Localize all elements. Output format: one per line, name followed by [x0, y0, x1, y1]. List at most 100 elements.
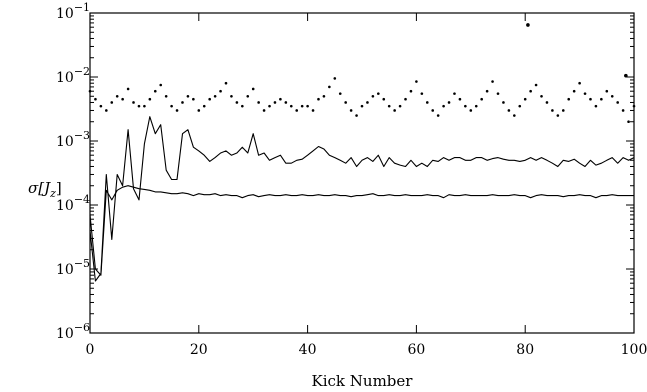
series-1-point: [529, 89, 532, 93]
series-1-point: [94, 97, 97, 101]
series-1-point: [393, 109, 396, 112]
series-1-point: [366, 101, 369, 104]
series-1-point: [262, 109, 266, 112]
series-1-point: [284, 101, 288, 104]
series-1-point: [148, 97, 152, 101]
series-1-point: [572, 89, 576, 93]
series-1-point: [230, 94, 233, 98]
series-1-point: [110, 101, 114, 104]
series-1-point: [578, 81, 581, 85]
series-1-point: [518, 104, 522, 108]
y-axis-title-close: ]: [56, 179, 62, 197]
series-1-point: [88, 89, 92, 93]
y-tick-label: 10−4: [56, 193, 90, 214]
series-1-point: [415, 80, 418, 83]
x-axis-ticks: 0 20 40 60 80 100: [86, 13, 647, 358]
x-tick-label: 60: [407, 342, 425, 358]
series-1-point: [99, 104, 103, 108]
series-1-point: [404, 97, 407, 101]
series-1-point: [268, 104, 271, 108]
series-1-point: [605, 89, 609, 93]
y-axis-title-sub: z: [49, 187, 56, 200]
x-axis-title: Kick Number: [312, 372, 414, 390]
series-2-line: [89, 116, 635, 282]
series-1-point: [251, 87, 255, 91]
series-1-point: [224, 81, 228, 85]
series-1-point: [349, 109, 353, 112]
series-1-point: [420, 92, 424, 95]
series-1-point: [616, 101, 619, 104]
x-tick-label: 0: [86, 342, 95, 358]
series-1-point: [610, 94, 614, 98]
series-1-point: [371, 94, 375, 98]
series-1-point: [523, 97, 527, 101]
series-1-point: [545, 101, 549, 104]
series-1-point: [257, 101, 260, 104]
plot-frame: [89, 12, 635, 334]
series-1-point: [513, 114, 516, 117]
series-1-point: [159, 83, 163, 87]
series-1-point: [632, 104, 636, 108]
series-1-point: [436, 114, 440, 117]
series-1-point: [624, 73, 628, 78]
series-1-point: [594, 104, 598, 108]
series-1-point: [170, 104, 173, 108]
series-1-point: [338, 92, 342, 95]
x-tick-label: 20: [190, 342, 208, 358]
series-1-point: [279, 97, 282, 101]
series-1-point: [480, 97, 483, 101]
series-1-point: [583, 92, 587, 95]
series-1-point: [121, 97, 124, 101]
series-1-point: [567, 97, 571, 101]
series-1-point: [295, 109, 299, 112]
series-1-point: [306, 104, 309, 108]
series-1-point: [300, 104, 304, 108]
series-1-point: [235, 101, 239, 104]
series-1-point: [485, 89, 489, 93]
y-tick-label: 10−6: [56, 321, 90, 342]
series-1-point: [219, 89, 222, 93]
series-1-point: [502, 101, 505, 104]
series-1-point: [387, 104, 391, 108]
series-1-point: [181, 101, 184, 104]
series-1-point: [192, 97, 195, 101]
series-1-point: [344, 101, 347, 104]
series-1-point: [627, 120, 630, 124]
series-1-point: [360, 104, 364, 108]
series-1-point: [382, 97, 386, 101]
series-1-point: [425, 101, 429, 104]
series-1-point: [186, 94, 190, 98]
y-tick-label: 10−2: [56, 65, 90, 86]
series-1-point: [105, 109, 108, 112]
series-1-point: [458, 97, 462, 101]
y-tick-label: 10−5: [56, 257, 90, 278]
series-1-point: [126, 87, 130, 91]
series-1-point: [164, 94, 168, 98]
series-1-point: [273, 101, 277, 104]
series-1-point: [621, 109, 625, 112]
series-1-point: [496, 92, 500, 95]
series-1-point: [469, 109, 473, 112]
series-1-point: [600, 97, 603, 101]
series-1-point: [202, 104, 206, 108]
series-1-point: [311, 109, 315, 112]
series-layer: [88, 23, 636, 282]
series-1-point: [556, 114, 560, 117]
x-tick-label: 40: [299, 342, 317, 358]
series-1-point: [328, 85, 331, 89]
series-1-point: [115, 94, 119, 98]
y-axis-ticks: 10−6 10−5 10−4 10−3 10−2 10−1: [56, 1, 634, 342]
series-1-point: [241, 104, 244, 108]
series-1-point: [453, 92, 456, 95]
series-1-point: [464, 104, 467, 108]
series-1-point: [137, 104, 141, 108]
x-tick-label: 80: [516, 342, 534, 358]
series-1-point: [551, 109, 554, 112]
series-1-point: [534, 83, 538, 87]
y-axis-title: σ[Jz]: [28, 179, 62, 200]
series-1-point: [213, 94, 217, 98]
series-1-point: [398, 104, 402, 108]
series-1-point: [474, 104, 478, 108]
series-1-point: [317, 97, 320, 101]
